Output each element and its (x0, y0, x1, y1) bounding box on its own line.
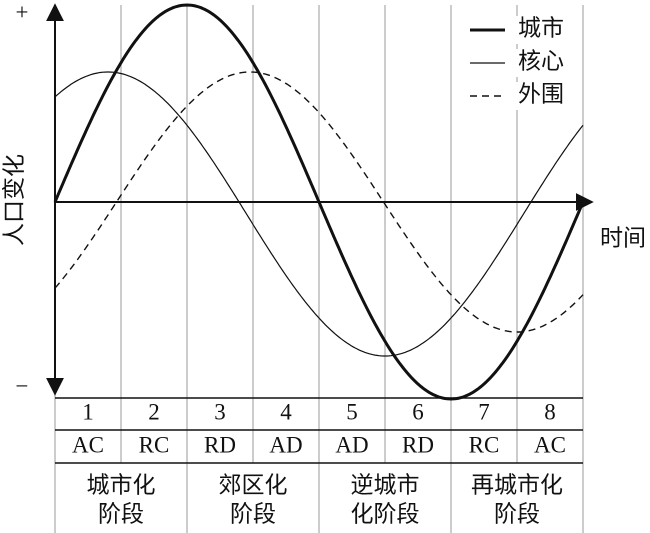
stage-code: RC (469, 432, 500, 457)
phase-label: 城市化 (87, 472, 156, 497)
y-bottom-label: − (16, 373, 29, 398)
curve (54, 71, 584, 357)
stage-number: 4 (280, 399, 292, 424)
phase-label: 阶段 (98, 501, 144, 526)
stage-number: 2 (148, 399, 160, 424)
legend-label: 城市 (518, 15, 564, 40)
phase-label: 再城市化 (471, 472, 563, 497)
phase-label: 逆城市 (351, 472, 420, 497)
stage-number: 5 (346, 399, 358, 424)
phase-label: 化阶段 (351, 501, 420, 526)
x-axis-label: 时间 (600, 225, 646, 250)
stage-number: 3 (214, 399, 226, 424)
legend-bg (462, 82, 580, 110)
phase-label: 阶段 (230, 501, 276, 526)
y-axis-label: 人口变化 (1, 154, 26, 246)
y-top-label: + (16, 0, 29, 24)
stage-code: RD (402, 432, 434, 457)
legend-label: 外围 (518, 81, 564, 106)
stage-code: RD (204, 432, 236, 457)
phase-label: 阶段 (494, 501, 540, 526)
stage-number: 8 (544, 399, 556, 424)
grid (54, 5, 584, 533)
phase-label: 郊区化 (219, 472, 288, 497)
stage-code: AC (534, 432, 566, 457)
stage-code: AD (269, 432, 302, 457)
stage-code: AC (72, 432, 104, 457)
stage-number: 7 (478, 399, 490, 424)
legend-label: 核心 (518, 48, 564, 73)
stage-number: 6 (412, 399, 424, 424)
stage-code: RC (139, 432, 170, 457)
stage-code: AD (335, 432, 368, 457)
stage-number: 1 (82, 399, 94, 424)
curve (54, 71, 584, 333)
